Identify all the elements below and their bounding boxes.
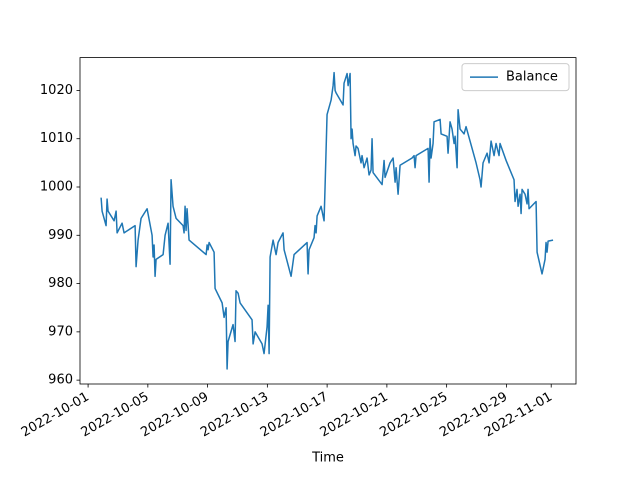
y-tick-label: 1000 [40,180,73,195]
series-line [100,71,554,370]
y-tick-label: 970 [48,324,73,339]
x-axis-label: Time [311,451,344,466]
y-tick-label: 1010 [40,131,73,146]
legend-box [461,63,570,92]
y-tick-label: 990 [48,228,73,243]
legend-label: Balance [506,70,558,85]
y-tick-label: 960 [48,373,73,388]
y-tick-label: 1020 [40,83,73,98]
y-tick-label: 980 [48,276,73,291]
plot-frame [79,57,577,385]
